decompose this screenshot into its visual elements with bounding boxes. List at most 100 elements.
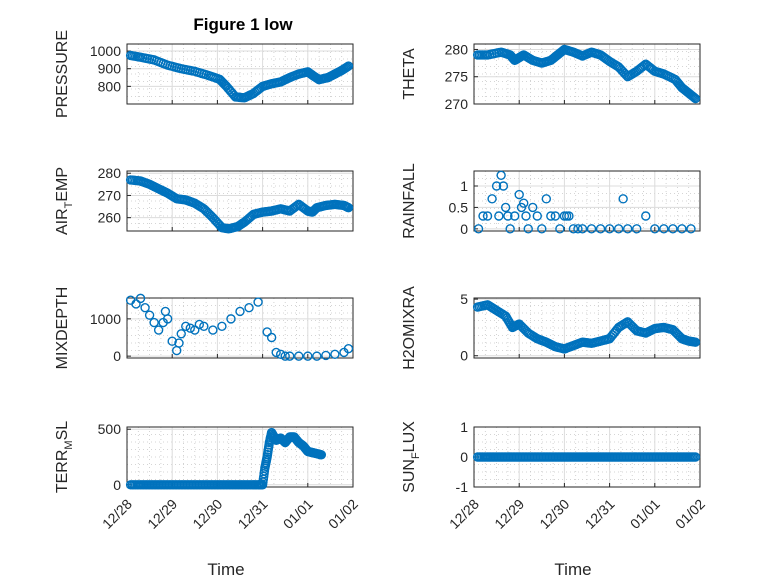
y-axis-label: H2OMIXRA [401, 286, 418, 370]
data-point [604, 224, 615, 234]
y-tick-label: 800 [98, 78, 122, 94]
subplot-rainfall: 1 0.5 0 RAINFALL [401, 163, 701, 239]
data-point [149, 317, 159, 328]
series-markers [473, 170, 696, 234]
data-point [577, 224, 588, 234]
data-point [690, 93, 701, 104]
data-point [487, 194, 497, 204]
y-tick-label: 270 [445, 96, 469, 112]
axes-frame [473, 297, 701, 359]
series-markers [125, 293, 354, 361]
axes-frame [126, 43, 354, 105]
data-point [244, 302, 254, 313]
series-markers [472, 452, 701, 462]
data-point [199, 321, 209, 332]
y-tick-label: 1000 [90, 311, 121, 327]
data-point [641, 211, 651, 221]
data-point [650, 224, 660, 234]
data-point [285, 351, 295, 361]
data-point [509, 211, 520, 221]
x-tick-label: 12/28 [99, 496, 135, 532]
figure-title: Figure 1 low [193, 15, 293, 34]
x-axis-label: Time [554, 560, 591, 579]
data-point [330, 349, 340, 359]
subplot-air-temp: 280 270 260 AIRTEMP [54, 165, 354, 235]
data-point [659, 224, 669, 234]
data-point [140, 302, 150, 313]
data-point [174, 338, 184, 348]
y-axis-label: AIRTEMP [54, 167, 75, 235]
data-point [532, 211, 542, 221]
y-axis-label: THETA [401, 48, 418, 100]
data-point [541, 194, 552, 204]
y-tick-label: 0 [113, 348, 121, 364]
data-point [514, 189, 524, 200]
data-point [262, 327, 272, 337]
data-point [595, 224, 606, 234]
data-point [677, 224, 687, 234]
data-point [280, 351, 290, 361]
x-tick-label: 12/31 [235, 496, 271, 532]
data-point [294, 351, 304, 361]
series-markers [125, 427, 327, 490]
y-tick-label: 260 [98, 210, 122, 226]
data-point [498, 181, 509, 191]
y-axis-label: PRESSURE [54, 30, 71, 118]
axes-frame [126, 170, 354, 232]
y-tick-label: 270 [98, 187, 122, 203]
data-point [632, 224, 642, 234]
data-point [144, 310, 155, 320]
data-point [573, 224, 583, 234]
data-point [503, 211, 513, 221]
subplot-terr-msl: 500 0 12/28 12/29 12/30 12/31 01/01 01/02 Time TE… [54, 421, 361, 579]
data-point [555, 224, 565, 234]
axes-frame [126, 297, 354, 359]
data-point [181, 321, 191, 332]
data-point [564, 211, 574, 221]
data-point [167, 336, 177, 346]
y-tick-label: 5 [460, 291, 468, 307]
y-tick-label: 500 [98, 421, 122, 437]
y-axis-label: SUNFLUX [401, 421, 422, 493]
data-point [253, 297, 263, 307]
data-point [343, 343, 354, 354]
data-point [131, 299, 141, 309]
y-axis-label: RAINFALL [401, 163, 418, 239]
data-point [546, 211, 556, 221]
data-point [586, 224, 597, 234]
data-point [176, 329, 186, 339]
data-point [668, 224, 678, 234]
data-point [217, 321, 227, 332]
data-point [639, 60, 649, 71]
data-point [275, 349, 286, 359]
data-point [686, 224, 696, 234]
y-tick-label: 0 [460, 221, 468, 237]
y-axis-label: MIXDEPTH [54, 287, 71, 370]
data-point [271, 347, 281, 358]
series-markers [125, 50, 354, 103]
data-point [519, 198, 529, 208]
data-point [303, 351, 313, 361]
x-tick-label: 01/02 [325, 496, 361, 532]
x-axis-label: Time [207, 560, 244, 579]
x-tick-label: 01/01 [627, 496, 663, 532]
y-tick-label: 0 [113, 477, 121, 493]
data-point [496, 170, 506, 180]
data-point [316, 450, 327, 460]
series-markers [472, 44, 701, 104]
data-point [689, 92, 700, 103]
x-tick-label: 01/01 [280, 496, 316, 532]
y-tick-label: 280 [98, 165, 122, 181]
data-point [690, 452, 701, 462]
y-tick-label: 0.5 [449, 199, 469, 215]
data-point [473, 224, 484, 234]
subplot-theta: 280 275 270 THETA [401, 41, 701, 112]
series-markers [472, 300, 701, 354]
data-point [500, 202, 511, 213]
data-point [185, 323, 195, 333]
data-point [537, 224, 547, 234]
data-point [312, 351, 322, 361]
y-tick-label: 900 [98, 61, 122, 77]
